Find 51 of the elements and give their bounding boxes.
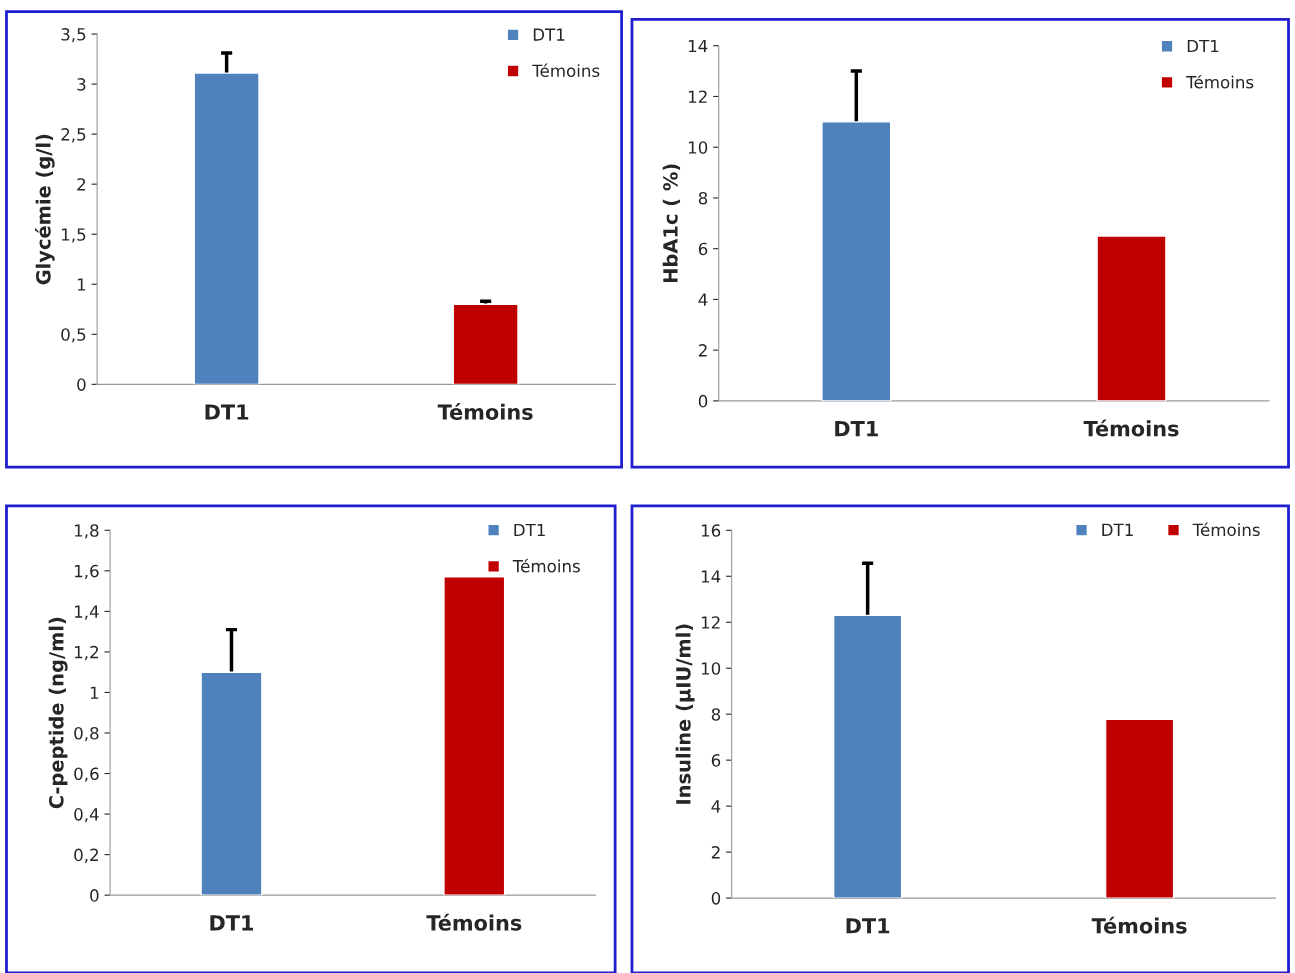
y-axis-title: HbA1c ( %) [662, 164, 681, 283]
y-tick-label: 0 [711, 892, 721, 905]
y-tick-label: 12 [701, 616, 720, 629]
legend-label: Témoins [512, 558, 580, 573]
y-tick-label: 14 [701, 570, 721, 583]
y-tick-label: 1 [77, 278, 86, 291]
x-tick-label: Témoins [1091, 916, 1187, 934]
y-tick-label: 6 [698, 242, 708, 256]
x-tick-label: Témoins [426, 913, 522, 931]
y-tick-label: 6 [711, 754, 721, 767]
y-tick-label: 1 [90, 686, 99, 699]
y-tick-label: 0 [77, 378, 86, 391]
y-tick-label: 0,4 [74, 808, 99, 823]
legend-label: DT1 [1102, 523, 1133, 536]
y-tick-label: 0,5 [61, 328, 86, 343]
y-axis-title: Insuline (µIU/ml) [675, 624, 695, 804]
y-tick-label: 0 [698, 394, 708, 408]
legend-label: DT1 [533, 28, 565, 41]
y-tick-label: 1,6 [74, 564, 99, 580]
legend-label: Témoins [1186, 74, 1254, 89]
y-tick-label: 2 [77, 178, 86, 191]
y-tick-label: 4 [711, 800, 721, 813]
y-axis-title: Glycémie (g/l) [34, 134, 55, 285]
y-tick-label: 1,4 [74, 605, 99, 620]
y-tick-label: 3 [77, 78, 86, 91]
y-tick-label: 0,8 [74, 726, 99, 742]
y-tick-label: 2 [698, 344, 707, 357]
y-tick-label: 10 [688, 141, 708, 154]
y-tick-label: 14 [688, 39, 708, 53]
x-tick-label: DT1 [210, 915, 254, 931]
y-tick-label: 1,2 [74, 645, 98, 661]
legend-label: DT1 [1187, 39, 1219, 53]
legend-label: Témoins [1192, 522, 1260, 537]
y-tick-label: 10 [701, 662, 721, 675]
y-tick-label: 3,5 [61, 28, 86, 43]
y-tick-label: 8 [698, 191, 708, 205]
y-tick-label: 2 [711, 846, 720, 859]
y-tick-label: 0,2 [74, 848, 98, 863]
y-tick-label: 12 [688, 90, 707, 103]
y-tick-label: 16 [701, 524, 721, 537]
y-tick-label: 1,8 [74, 524, 99, 539]
y-tick-label: 1,5 [62, 228, 86, 243]
y-axis-title: C-peptide (ng/ml) [48, 617, 68, 809]
x-tick-label: DT1 [846, 918, 890, 934]
legend-label: DT1 [514, 523, 545, 537]
y-tick-label: 8 [711, 708, 721, 721]
y-tick-label: 2,5 [61, 128, 86, 143]
y-tick-label: 0,6 [74, 767, 99, 782]
legend-label: Témoins [532, 63, 600, 78]
y-tick-label: 4 [698, 293, 708, 306]
y-tick-label: 0 [90, 889, 99, 902]
